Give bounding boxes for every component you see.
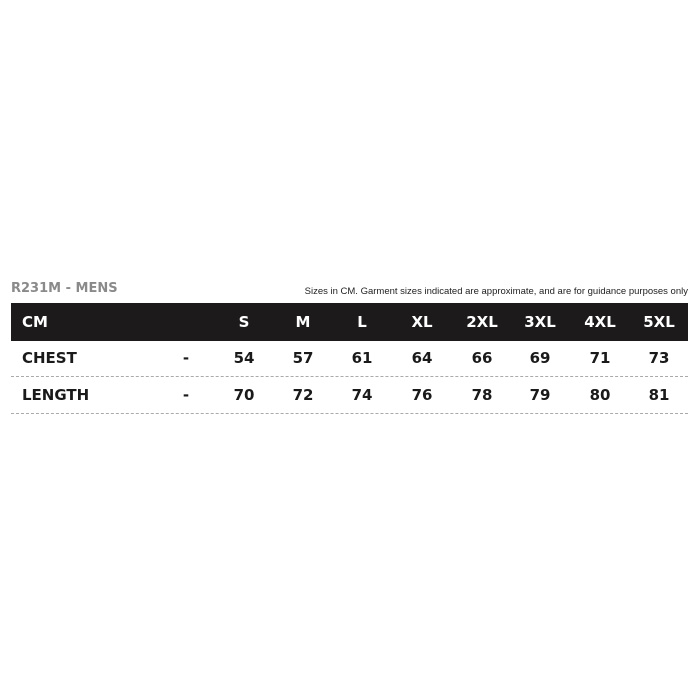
size-header: 3XL (524, 313, 556, 331)
row-dash: - (182, 349, 190, 367)
table-cell: 72 (292, 386, 314, 404)
table-cell: 61 (351, 349, 373, 367)
table-cell: 74 (351, 386, 373, 404)
table-row-chest: CHEST - 54 57 61 64 66 69 71 73 (11, 340, 688, 377)
size-header: 4XL (584, 313, 616, 331)
table-cell: 70 (233, 386, 255, 404)
size-header: M (295, 313, 311, 331)
table-cell: 73 (648, 349, 670, 367)
size-header: XL (411, 313, 433, 331)
table-cell: 78 (471, 386, 493, 404)
table-cell: 54 (233, 349, 255, 367)
header-unit: CM (22, 313, 48, 331)
table-cell: 79 (529, 386, 551, 404)
row-label: LENGTH (22, 386, 90, 404)
size-header: 2XL (466, 313, 498, 331)
table-cell: 76 (411, 386, 433, 404)
size-note: Sizes in CM. Garment sizes indicated are… (304, 286, 688, 297)
table-cell: 69 (529, 349, 551, 367)
table-cell: 81 (648, 386, 670, 404)
size-header: S (238, 313, 250, 331)
table-cell: 66 (471, 349, 493, 367)
table-cell: 80 (589, 386, 611, 404)
table-row-length: LENGTH - 70 72 74 76 78 79 80 81 (11, 377, 688, 414)
row-label: CHEST (22, 349, 77, 367)
table-cell: 57 (292, 349, 314, 367)
table-cell: 64 (411, 349, 433, 367)
chart-title: R231M - MENS (11, 281, 118, 296)
table-cell: 71 (589, 349, 611, 367)
size-header: 5XL (643, 313, 675, 331)
row-dash: - (182, 386, 190, 404)
size-header: L (357, 313, 367, 331)
table-header: CM S M L XL 2XL 3XL 4XL 5XL (11, 303, 688, 341)
